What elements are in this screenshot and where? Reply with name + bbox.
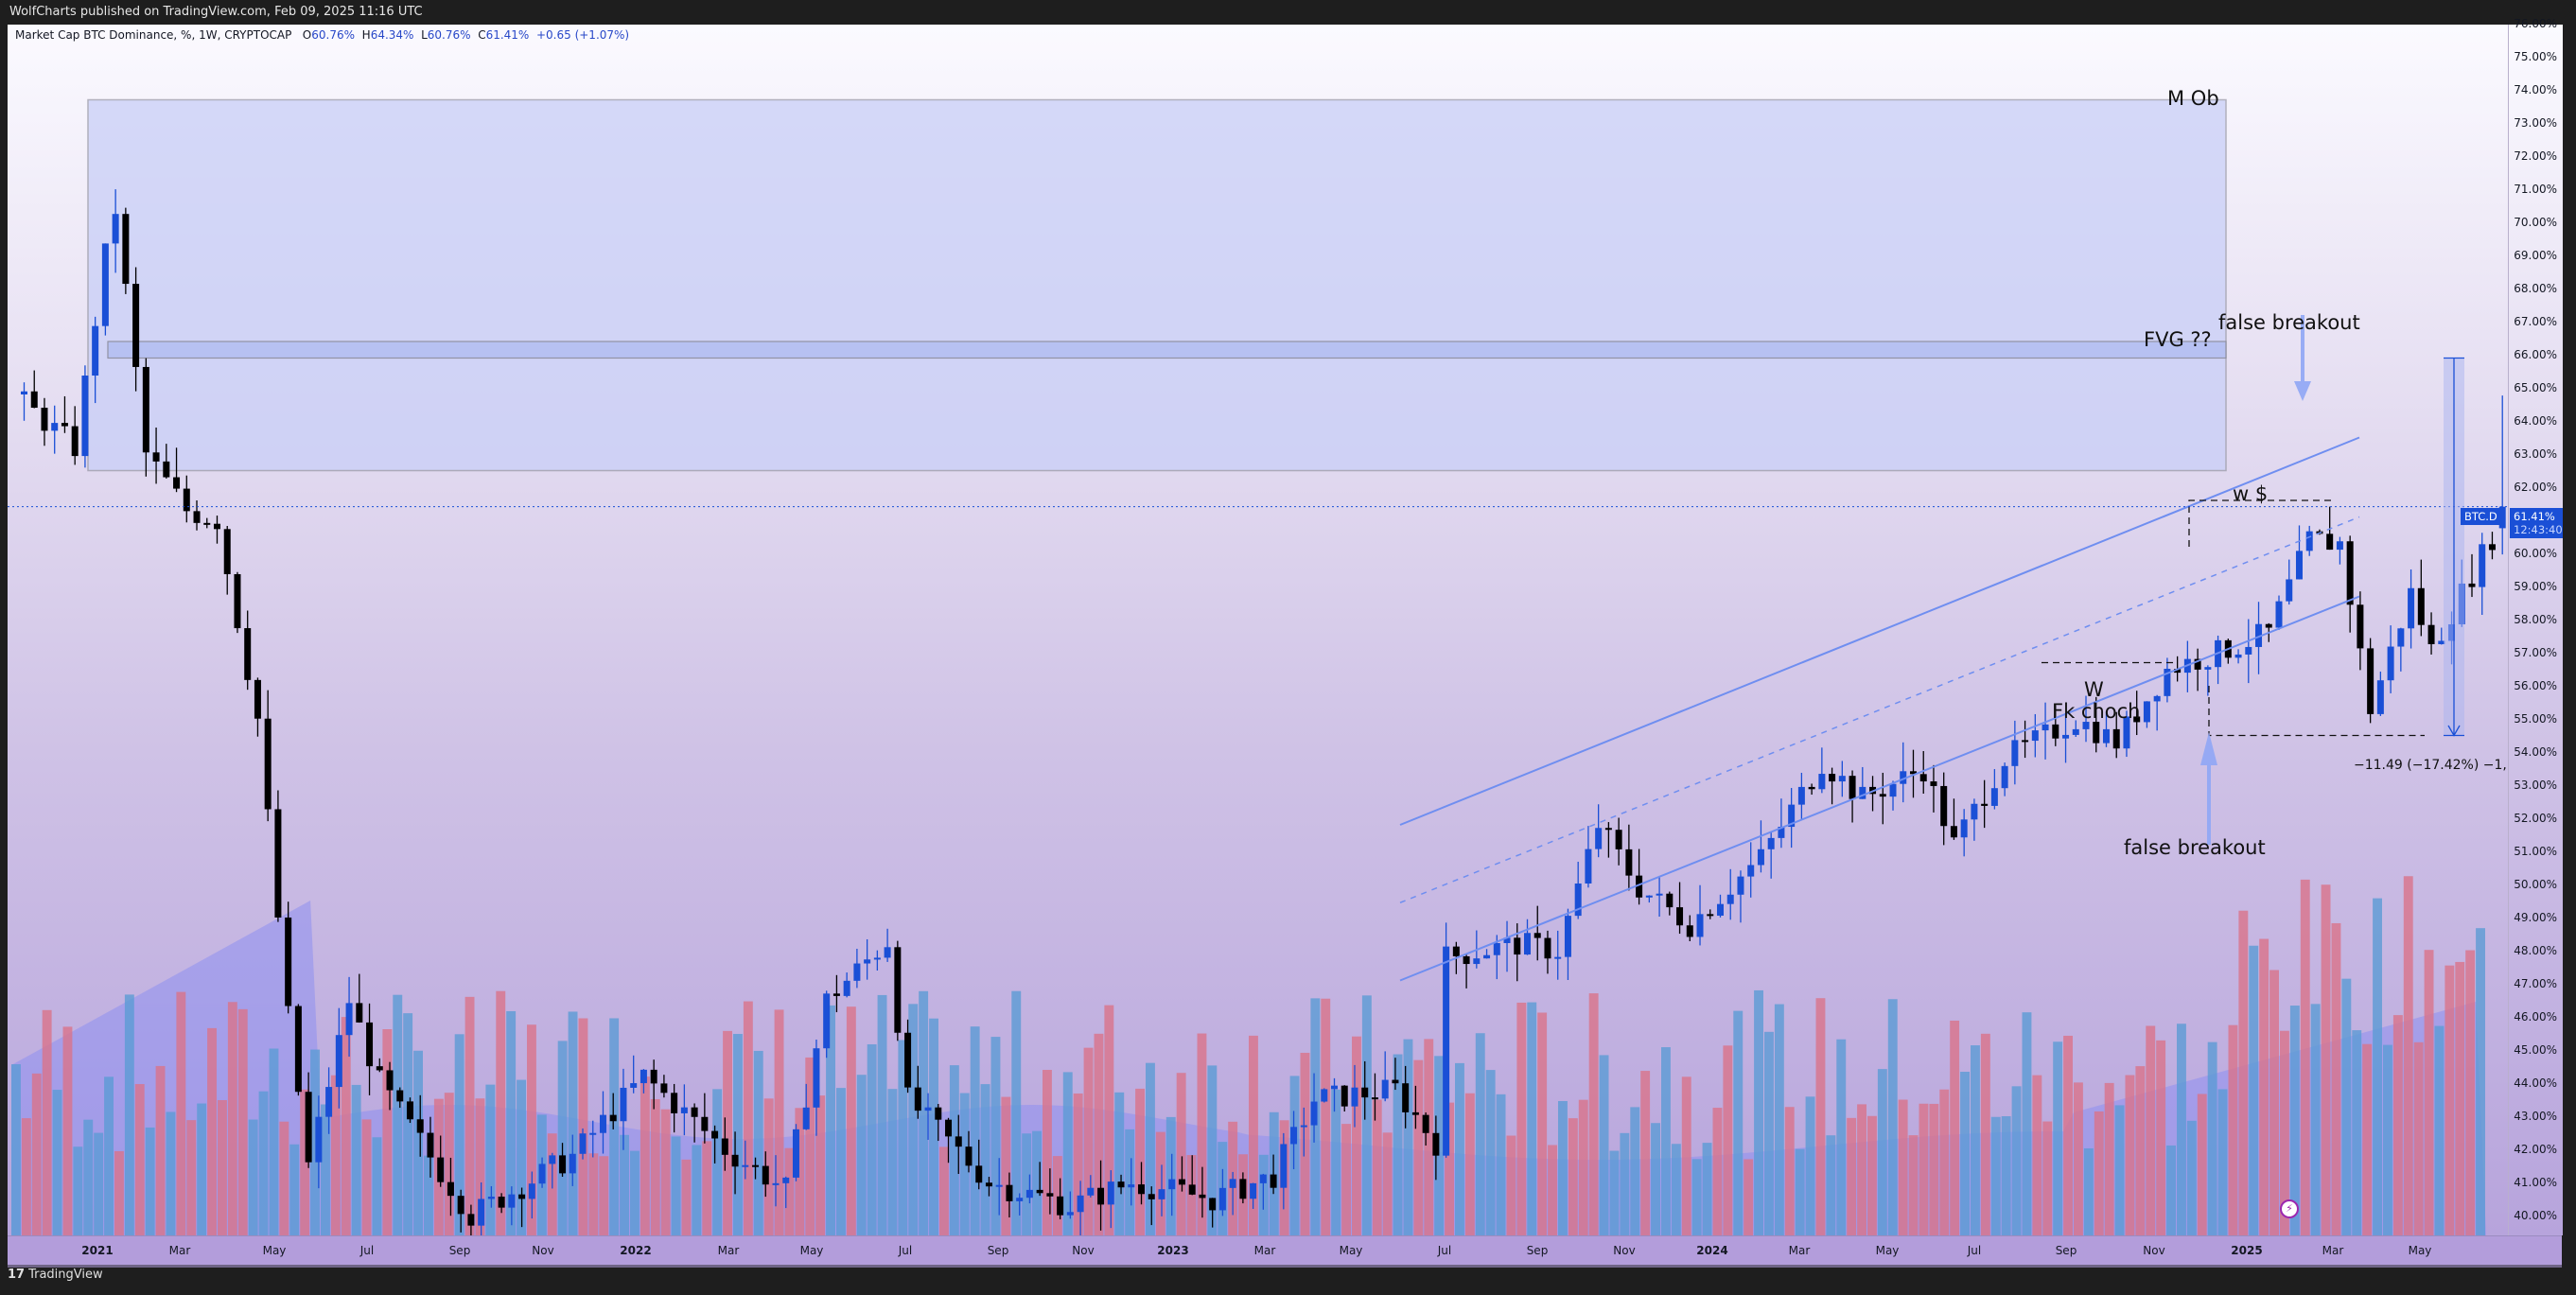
brand-name: TradingView bbox=[28, 1268, 103, 1282]
time-tick: 2024 bbox=[1696, 1244, 1728, 1257]
annotation-fvg[interactable]: FVG ?? bbox=[2144, 328, 2212, 351]
annotation-false-breakout-bottom[interactable]: false breakout bbox=[2124, 836, 2266, 859]
publisher-line: WolfCharts published on TradingView.com,… bbox=[9, 5, 423, 19]
time-tick: Nov bbox=[532, 1244, 554, 1257]
annotation-false-breakout-top[interactable]: false breakout bbox=[2218, 311, 2360, 334]
price-tick: 42.00% bbox=[2514, 1143, 2557, 1156]
price-tick: 74.00% bbox=[2514, 83, 2557, 96]
time-tick: May bbox=[1339, 1244, 1363, 1257]
annotation-fk-choch[interactable]: Fk choch bbox=[2052, 700, 2141, 723]
price-tick: 43.00% bbox=[2514, 1110, 2557, 1123]
time-tick: Jul bbox=[359, 1244, 375, 1257]
price-tick: 63.00% bbox=[2514, 447, 2557, 461]
annotation-w[interactable]: W bbox=[2084, 678, 2104, 701]
price-tick: 73.00% bbox=[2514, 116, 2557, 130]
price-tick: 59.00% bbox=[2514, 580, 2557, 593]
price-range-label: −11.49 (−17.42%) −1, bbox=[2354, 758, 2507, 773]
time-tick: Mar bbox=[168, 1244, 191, 1257]
price-tick: 69.00% bbox=[2514, 249, 2557, 262]
price-tick: 60.00% bbox=[2514, 547, 2557, 560]
time-tick: May bbox=[262, 1244, 287, 1257]
time-tick: 2023 bbox=[1157, 1244, 1189, 1257]
last-price: 61.41% bbox=[2514, 510, 2555, 523]
time-tick: Mar bbox=[1788, 1244, 1811, 1257]
price-tick: 50.00% bbox=[2514, 878, 2557, 891]
price-tick: 68.00% bbox=[2514, 282, 2557, 295]
time-tick: 2025 bbox=[2231, 1244, 2263, 1257]
bar-countdown: 12:43:40 bbox=[2514, 523, 2563, 536]
low-label: L bbox=[421, 28, 428, 42]
close-label: C bbox=[478, 28, 486, 42]
chart-frame: Market Cap BTC Dominance, %, 1W, CRYPTOC… bbox=[8, 17, 2563, 1268]
symbol-legend: Market Cap BTC Dominance, %, 1W, CRYPTOC… bbox=[15, 28, 629, 42]
time-tick: Nov bbox=[1072, 1244, 1095, 1257]
time-tick: Sep bbox=[448, 1244, 471, 1257]
chart-plot-area[interactable]: Market Cap BTC Dominance, %, 1W, CRYPTOC… bbox=[8, 25, 2508, 1235]
price-tick: 52.00% bbox=[2514, 812, 2557, 825]
price-tick: 66.00% bbox=[2514, 348, 2557, 361]
change-value: +0.65 (+1.07%) bbox=[535, 28, 630, 42]
time-tick: Nov bbox=[1613, 1244, 1636, 1257]
price-tick: 62.00% bbox=[2514, 481, 2557, 494]
high-label: H bbox=[361, 28, 371, 42]
symbol-title: Market Cap BTC Dominance, %, 1W, CRYPTOC… bbox=[15, 28, 292, 42]
time-tick: Nov bbox=[2143, 1244, 2165, 1257]
price-tick: 67.00% bbox=[2514, 315, 2557, 328]
price-tick: 41.00% bbox=[2514, 1176, 2557, 1189]
last-price-badge: 61.41% 12:43:40 bbox=[2510, 508, 2563, 538]
price-tick: 46.00% bbox=[2514, 1010, 2557, 1024]
price-scale[interactable]: 76.00% 75.00% 74.00% 73.00% 72.00% 71.00% 70.0… bbox=[2508, 17, 2563, 1235]
time-tick: Sep bbox=[987, 1244, 1009, 1257]
price-tick: 65.00% bbox=[2514, 381, 2557, 394]
time-tick: Mar bbox=[2322, 1244, 2344, 1257]
time-tick: Mar bbox=[717, 1244, 740, 1257]
time-tick: Jul bbox=[1437, 1244, 1452, 1257]
high-value: 64.34% bbox=[370, 28, 414, 42]
annotation-w-dollar[interactable]: w $ bbox=[2233, 482, 2269, 505]
time-tick: Sep bbox=[2055, 1244, 2077, 1257]
price-tick: 76.00% bbox=[2514, 17, 2557, 30]
open-label: O bbox=[302, 28, 312, 42]
low-value: 60.76% bbox=[427, 28, 471, 42]
symbol-badge: BTC.D bbox=[2461, 508, 2501, 525]
price-tick: 58.00% bbox=[2514, 613, 2557, 626]
lightning-icon[interactable]: ⚡ bbox=[2280, 1199, 2299, 1218]
price-tick: 47.00% bbox=[2514, 977, 2557, 990]
time-tick: 2021 bbox=[81, 1244, 114, 1257]
time-tick: Sep bbox=[1526, 1244, 1549, 1257]
open-value: 60.76% bbox=[311, 28, 356, 42]
time-tick: 2022 bbox=[620, 1244, 652, 1257]
price-tick: 56.00% bbox=[2514, 679, 2557, 692]
annotation-m-ob[interactable]: M Ob bbox=[2167, 87, 2219, 110]
candlestick-chart bbox=[8, 98, 2508, 1235]
time-tick: May bbox=[2408, 1244, 2432, 1257]
price-tick: 54.00% bbox=[2514, 745, 2557, 759]
time-tick: May bbox=[1875, 1244, 1900, 1257]
price-tick: 57.00% bbox=[2514, 646, 2557, 659]
price-tick: 49.00% bbox=[2514, 911, 2557, 924]
price-tick: 64.00% bbox=[2514, 414, 2557, 428]
time-tick: Jul bbox=[1967, 1244, 1982, 1257]
price-tick: 51.00% bbox=[2514, 845, 2557, 858]
price-tick: 44.00% bbox=[2514, 1076, 2557, 1090]
price-tick: 75.00% bbox=[2514, 50, 2557, 63]
time-tick: Jul bbox=[898, 1244, 913, 1257]
price-tick: 45.00% bbox=[2514, 1043, 2557, 1057]
time-tick: May bbox=[799, 1244, 824, 1257]
price-tick: 55.00% bbox=[2514, 712, 2557, 726]
price-tick: 48.00% bbox=[2514, 944, 2557, 957]
publisher-bar: WolfCharts published on TradingView.com,… bbox=[0, 0, 2576, 25]
time-tick: Mar bbox=[1253, 1244, 1276, 1257]
tradingview-logo-icon: 17 bbox=[8, 1268, 26, 1282]
close-value: 61.41% bbox=[485, 28, 530, 42]
price-tick: 70.00% bbox=[2514, 216, 2557, 229]
time-scale[interactable]: 2021 Mar May Jul Sep Nov 2022 Mar May Jul Sep Nov 20… bbox=[8, 1235, 2562, 1268]
price-tick: 72.00% bbox=[2514, 149, 2557, 163]
price-tick: 53.00% bbox=[2514, 779, 2557, 792]
footer-brand: 17 TradingView bbox=[8, 1268, 103, 1282]
price-tick: 71.00% bbox=[2514, 183, 2557, 196]
price-tick: 40.00% bbox=[2514, 1209, 2557, 1222]
